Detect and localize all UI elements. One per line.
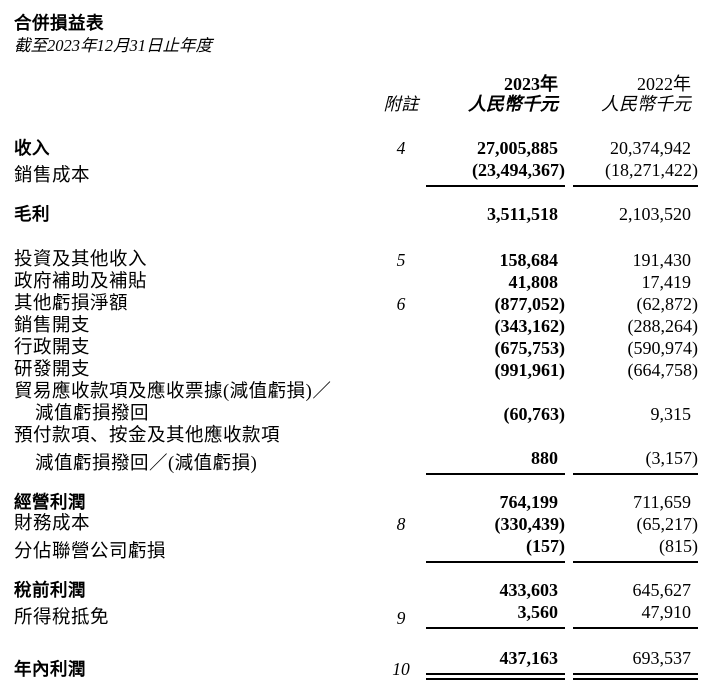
value-2022: 47,910 — [573, 601, 698, 629]
table-row: 預付款項、按金及其他應收款項 — [14, 425, 698, 447]
table-row: 收入 4 27,005,885 20,374,942 — [14, 137, 698, 159]
header-spacer — [376, 74, 426, 94]
table-row: 減值虧損撥回 (60,763) 9,315 — [14, 403, 698, 425]
value-2023: 41,808 — [508, 272, 559, 292]
table-row: 經營利潤 764,199 711,659 — [14, 491, 698, 513]
row-label: 政府補助及補貼 — [14, 272, 148, 292]
table-row: 財務成本 8 (330,439) (65,217) — [14, 513, 698, 535]
table-row: 毛利 3,511,518 2,103,520 — [14, 203, 698, 225]
value-2022: (18,271,422) — [573, 159, 698, 187]
page-subtitle: 截至2023年12月31日止年度 — [14, 36, 212, 55]
table-body: 收入 4 27,005,885 20,374,942 銷售成本 (23,494,367) (… — [14, 137, 698, 680]
row-label: 減值虧損撥回／(減值虧損) — [35, 454, 258, 474]
row-label: 毛利 — [14, 204, 50, 224]
value-2022: (590,974) — [627, 338, 699, 358]
row-label: 所得稅抵免 — [14, 608, 110, 628]
value-2023: (60,763) — [503, 404, 566, 424]
value-2023: (343,162) — [494, 316, 566, 336]
row-label: 研發開支 — [14, 360, 91, 380]
table-header-unit-row: 附註 人民幣千元 人民幣千元 — [14, 94, 698, 114]
value-2023: 3,511,518 — [486, 204, 558, 224]
value-2023: 764,199 — [499, 492, 559, 512]
value-2022: (664,758) — [627, 360, 699, 380]
value-2022: 645,627 — [632, 580, 692, 600]
row-note: 10 — [392, 659, 410, 679]
table-row: 行政開支 (675,753) (590,974) — [14, 337, 698, 359]
value-2022: 191,430 — [632, 250, 692, 270]
value-2022: (815) — [573, 535, 698, 563]
row-note: 8 — [396, 514, 406, 534]
value-2023: (23,494,367) — [426, 159, 565, 187]
header-note-label: 附註 — [383, 94, 419, 114]
table-row: 研發開支 (991,961) (664,758) — [14, 359, 698, 381]
header-spacer — [14, 74, 376, 94]
table-row: 分佔聯營公司虧損 (157) (815) — [14, 535, 698, 563]
table-header-year-row: 2023年 2022年 — [14, 74, 698, 94]
row-label: 行政開支 — [14, 338, 91, 358]
value-2023: (877,052) — [494, 294, 566, 314]
row-label: 經營利潤 — [14, 492, 86, 512]
table-row: 稅前利潤 433,603 645,627 — [14, 579, 698, 601]
value-2023: (991,961) — [494, 360, 566, 380]
table-row: 銷售成本 (23,494,367) (18,271,422) — [14, 159, 698, 187]
row-note: 4 — [396, 138, 406, 158]
table-row: 投資及其他收入 5 158,684 191,430 — [14, 249, 698, 271]
row-label: 減值虧損撥回 — [35, 404, 150, 424]
value-2022: 17,419 — [641, 272, 692, 292]
value-2023: 158,684 — [499, 250, 559, 270]
table-row: 所得稅抵免 9 3,560 47,910 — [14, 601, 698, 629]
table-row: 政府補助及補貼 41,808 17,419 — [14, 271, 698, 293]
row-label: 預付款項、按金及其他應收款項 — [14, 426, 281, 446]
header-unit-2023: 人民幣千元 — [468, 94, 558, 114]
page-title: 合併損益表 — [14, 13, 104, 33]
row-label: 財務成本 — [14, 514, 91, 534]
value-2022: 2,103,520 — [619, 204, 691, 224]
value-2022: (3,157) — [573, 447, 698, 475]
value-2023: 437,163 — [426, 647, 565, 680]
table-row: 銷售開支 (343,162) (288,264) — [14, 315, 698, 337]
row-label: 分佔聯營公司虧損 — [14, 542, 167, 562]
header-unit-2022: 人民幣千元 — [601, 94, 691, 114]
table-row: 貿易應收款項及應收票據(減值虧損)／ — [14, 381, 698, 403]
table-header: 2023年 2022年 附註 人民幣千元 人民幣千元 — [14, 74, 698, 114]
row-note: 9 — [396, 608, 406, 628]
row-label: 稅前利潤 — [14, 580, 86, 600]
value-2022: 9,315 — [650, 404, 692, 424]
row-label: 銷售成本 — [14, 166, 91, 186]
value-2023: 27,005,885 — [477, 138, 558, 158]
table-row: 其他虧損淨額 6 (877,052) (62,872) — [14, 293, 698, 315]
value-2023: 3,560 — [426, 601, 565, 629]
row-label: 貿易應收款項及應收票據(減值虧損)／ — [14, 382, 332, 402]
row-note: 5 — [396, 250, 406, 270]
row-label: 年內利潤 — [14, 659, 86, 679]
value-2022: (62,872) — [636, 294, 699, 314]
header-year-2023: 2023年 — [504, 74, 558, 94]
header-year-2022: 2022年 — [637, 74, 691, 94]
value-2022: (288,264) — [627, 316, 699, 336]
value-2023: (675,753) — [494, 338, 566, 358]
value-2022: (65,217) — [636, 514, 699, 534]
row-note: 6 — [396, 294, 406, 314]
row-label: 銷售開支 — [14, 316, 91, 336]
table-row: 年內利潤 10 437,163 693,537 — [14, 647, 698, 680]
row-label: 投資及其他收入 — [14, 250, 148, 270]
value-2022: 20,374,942 — [610, 138, 691, 158]
row-label: 收入 — [14, 138, 50, 158]
row-label: 其他虧損淨額 — [14, 294, 129, 314]
header-spacer — [14, 94, 376, 114]
value-2022: 711,659 — [633, 492, 691, 512]
value-2023: (330,439) — [494, 514, 566, 534]
value-2023: (157) — [426, 535, 565, 563]
value-2023: 880 — [426, 447, 565, 475]
value-2022: 693,537 — [573, 647, 698, 680]
value-2023: 433,603 — [499, 580, 559, 600]
table-row: 減值虧損撥回／(減值虧損) 880 (3,157) — [14, 447, 698, 475]
